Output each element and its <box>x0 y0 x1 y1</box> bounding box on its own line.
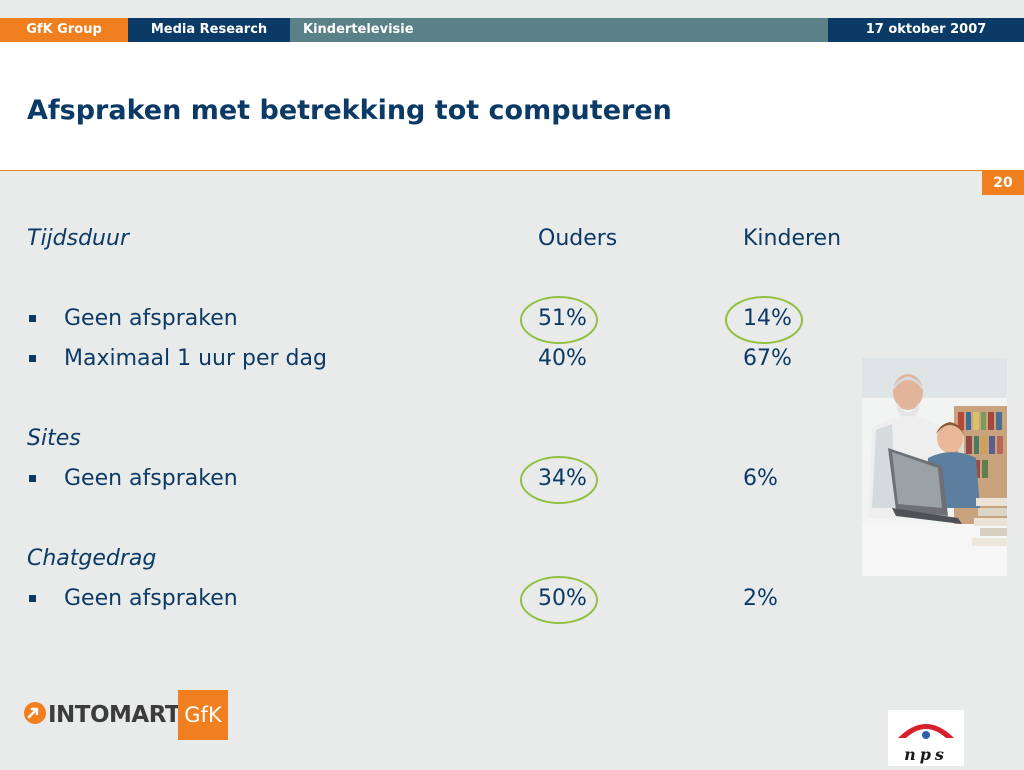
page-number-badge: 20 <box>982 171 1024 195</box>
highlight-circle <box>725 296 803 344</box>
section-heading-sites: Sites <box>27 426 81 451</box>
children-value: 67% <box>743 346 792 371</box>
row-label: Geen afspraken <box>64 306 238 331</box>
highlight-circle <box>520 456 598 504</box>
highlight-circle <box>520 296 598 344</box>
bullet-icon <box>29 315 36 322</box>
nps-logo: nps <box>888 710 964 766</box>
intomart-wordmark: INTOMART <box>48 702 181 728</box>
top-bar: GfK Group Media Research Kindertelevisie… <box>0 18 1024 42</box>
children-value: 6% <box>743 466 778 491</box>
gfk-logo: GfK <box>178 690 228 740</box>
row-label: Geen afspraken <box>64 586 238 611</box>
media-research-label: Media Research <box>128 18 290 42</box>
children-value: 2% <box>743 586 778 611</box>
header-area <box>0 42 1024 171</box>
column-header-parents: Ouders <box>538 226 618 251</box>
parents-value: 40% <box>538 346 587 371</box>
row-label: Geen afspraken <box>64 466 238 491</box>
column-header-children: Kinderen <box>743 226 842 251</box>
highlight-circle <box>520 576 598 624</box>
gfk-group-label: GfK Group <box>0 18 128 42</box>
section-heading-tijdsduur: Tijdsduur <box>27 226 129 251</box>
svg-text:nps: nps <box>904 745 948 764</box>
row-label: Maximaal 1 uur per dag <box>64 346 327 371</box>
photo-grandfather-child-laptop <box>862 358 1007 576</box>
intomart-arrow-icon <box>24 702 46 724</box>
topic-label: Kindertelevisie <box>303 22 414 37</box>
date-label: 17 oktober 2007 <box>828 18 1024 42</box>
bullet-icon <box>29 595 36 602</box>
intomart-gfk-logo: INTOMART GfK <box>24 690 234 740</box>
page-title: Afspraken met betrekking tot computeren <box>27 95 672 126</box>
section-heading-chatgedrag: Chatgedrag <box>27 546 157 571</box>
bullet-icon <box>29 475 36 482</box>
bullet-icon <box>29 355 36 362</box>
